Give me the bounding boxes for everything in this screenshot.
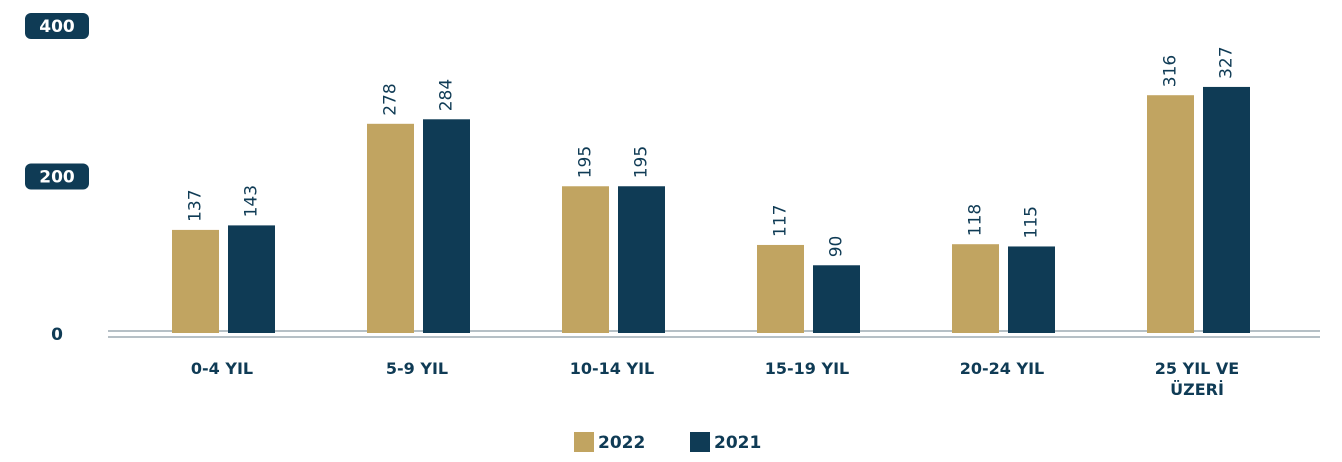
value-label: 117 (771, 205, 791, 237)
legend-label: 2022 (598, 433, 645, 453)
value-label: 278 (381, 83, 401, 115)
value-label: 195 (632, 146, 652, 178)
y-tick-pill (25, 163, 89, 190)
y-tick-label: 200 (39, 168, 75, 188)
value-label: 316 (1161, 55, 1181, 87)
bar (952, 244, 999, 333)
value-label: 327 (1217, 46, 1237, 78)
bar (423, 119, 470, 333)
bar (562, 186, 609, 333)
legend-swatch (690, 432, 710, 452)
legend-label: 2021 (714, 433, 761, 453)
value-label: 284 (437, 79, 457, 111)
x-tick-label: 25 YIL VE ÜZERİ (1154, 359, 1240, 399)
value-label: 143 (242, 185, 262, 217)
bar (618, 186, 665, 333)
legend-swatch (574, 432, 594, 452)
value-label: 137 (186, 189, 206, 221)
bar (813, 265, 860, 333)
bar (172, 229, 219, 333)
bar (1008, 246, 1055, 333)
y-tick-label: 400 (39, 17, 75, 37)
bar (1147, 95, 1194, 334)
value-label: 90 (827, 236, 847, 258)
bar (757, 244, 804, 333)
x-tick-label: 5-9 YIL (385, 359, 449, 378)
x-tick-label: 20-24 YIL (959, 359, 1045, 378)
bar (367, 123, 414, 334)
x-tick-label: 0-4 YIL (190, 359, 254, 378)
y-tick-pill (25, 13, 89, 39)
bar (228, 225, 275, 333)
value-label: 115 (1022, 206, 1042, 238)
x-tick-label: 15-19 YIL (764, 359, 850, 378)
y-tick-label: 0 (51, 325, 63, 345)
value-label: 195 (576, 146, 596, 178)
value-label: 118 (966, 204, 986, 236)
bar (1203, 86, 1250, 334)
x-tick-label: 10-14 YIL (569, 359, 655, 378)
